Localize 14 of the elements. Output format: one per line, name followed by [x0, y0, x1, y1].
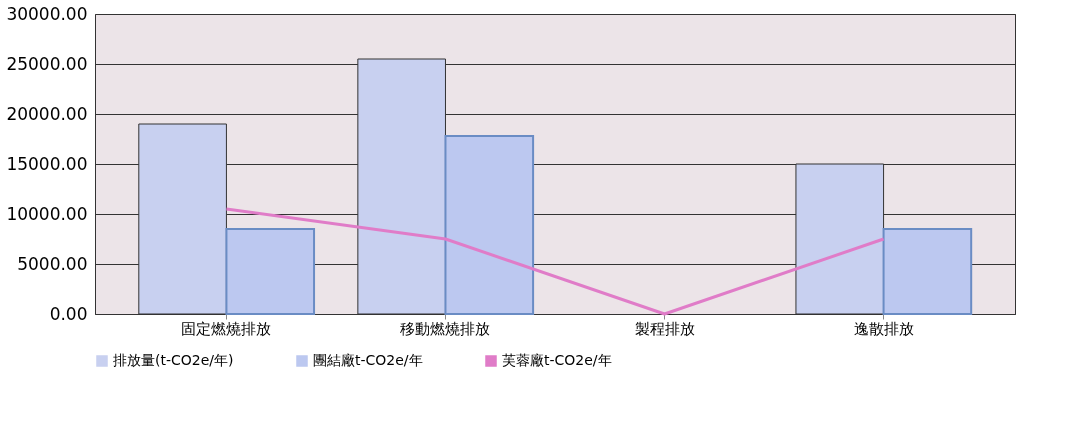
y-tick-label: 15000.00 — [6, 153, 88, 174]
y-tick-label: 10000.00 — [6, 203, 88, 224]
legend-label: 排放量(t-CO2e/年) — [113, 352, 234, 368]
y-tick-label: 0.00 — [49, 303, 88, 324]
y-tick-label: 25000.00 — [6, 53, 88, 74]
x-tick-label: 製程排放 — [634, 319, 695, 338]
x-tick-label: 移動燃燒排放 — [400, 319, 491, 338]
legend-label: 芙蓉廠t-CO2e/年 — [502, 352, 612, 368]
x-tick-label: 逸散排放 — [853, 319, 914, 338]
y-tick-label: 30000.00 — [6, 3, 88, 24]
y-tick-label: 20000.00 — [6, 103, 88, 124]
legend-label: 團結廠t-CO2e/年 — [313, 352, 423, 368]
y-tick-label: 5000.00 — [17, 253, 88, 274]
x-tick-label: 固定燃燒排放 — [181, 319, 272, 338]
